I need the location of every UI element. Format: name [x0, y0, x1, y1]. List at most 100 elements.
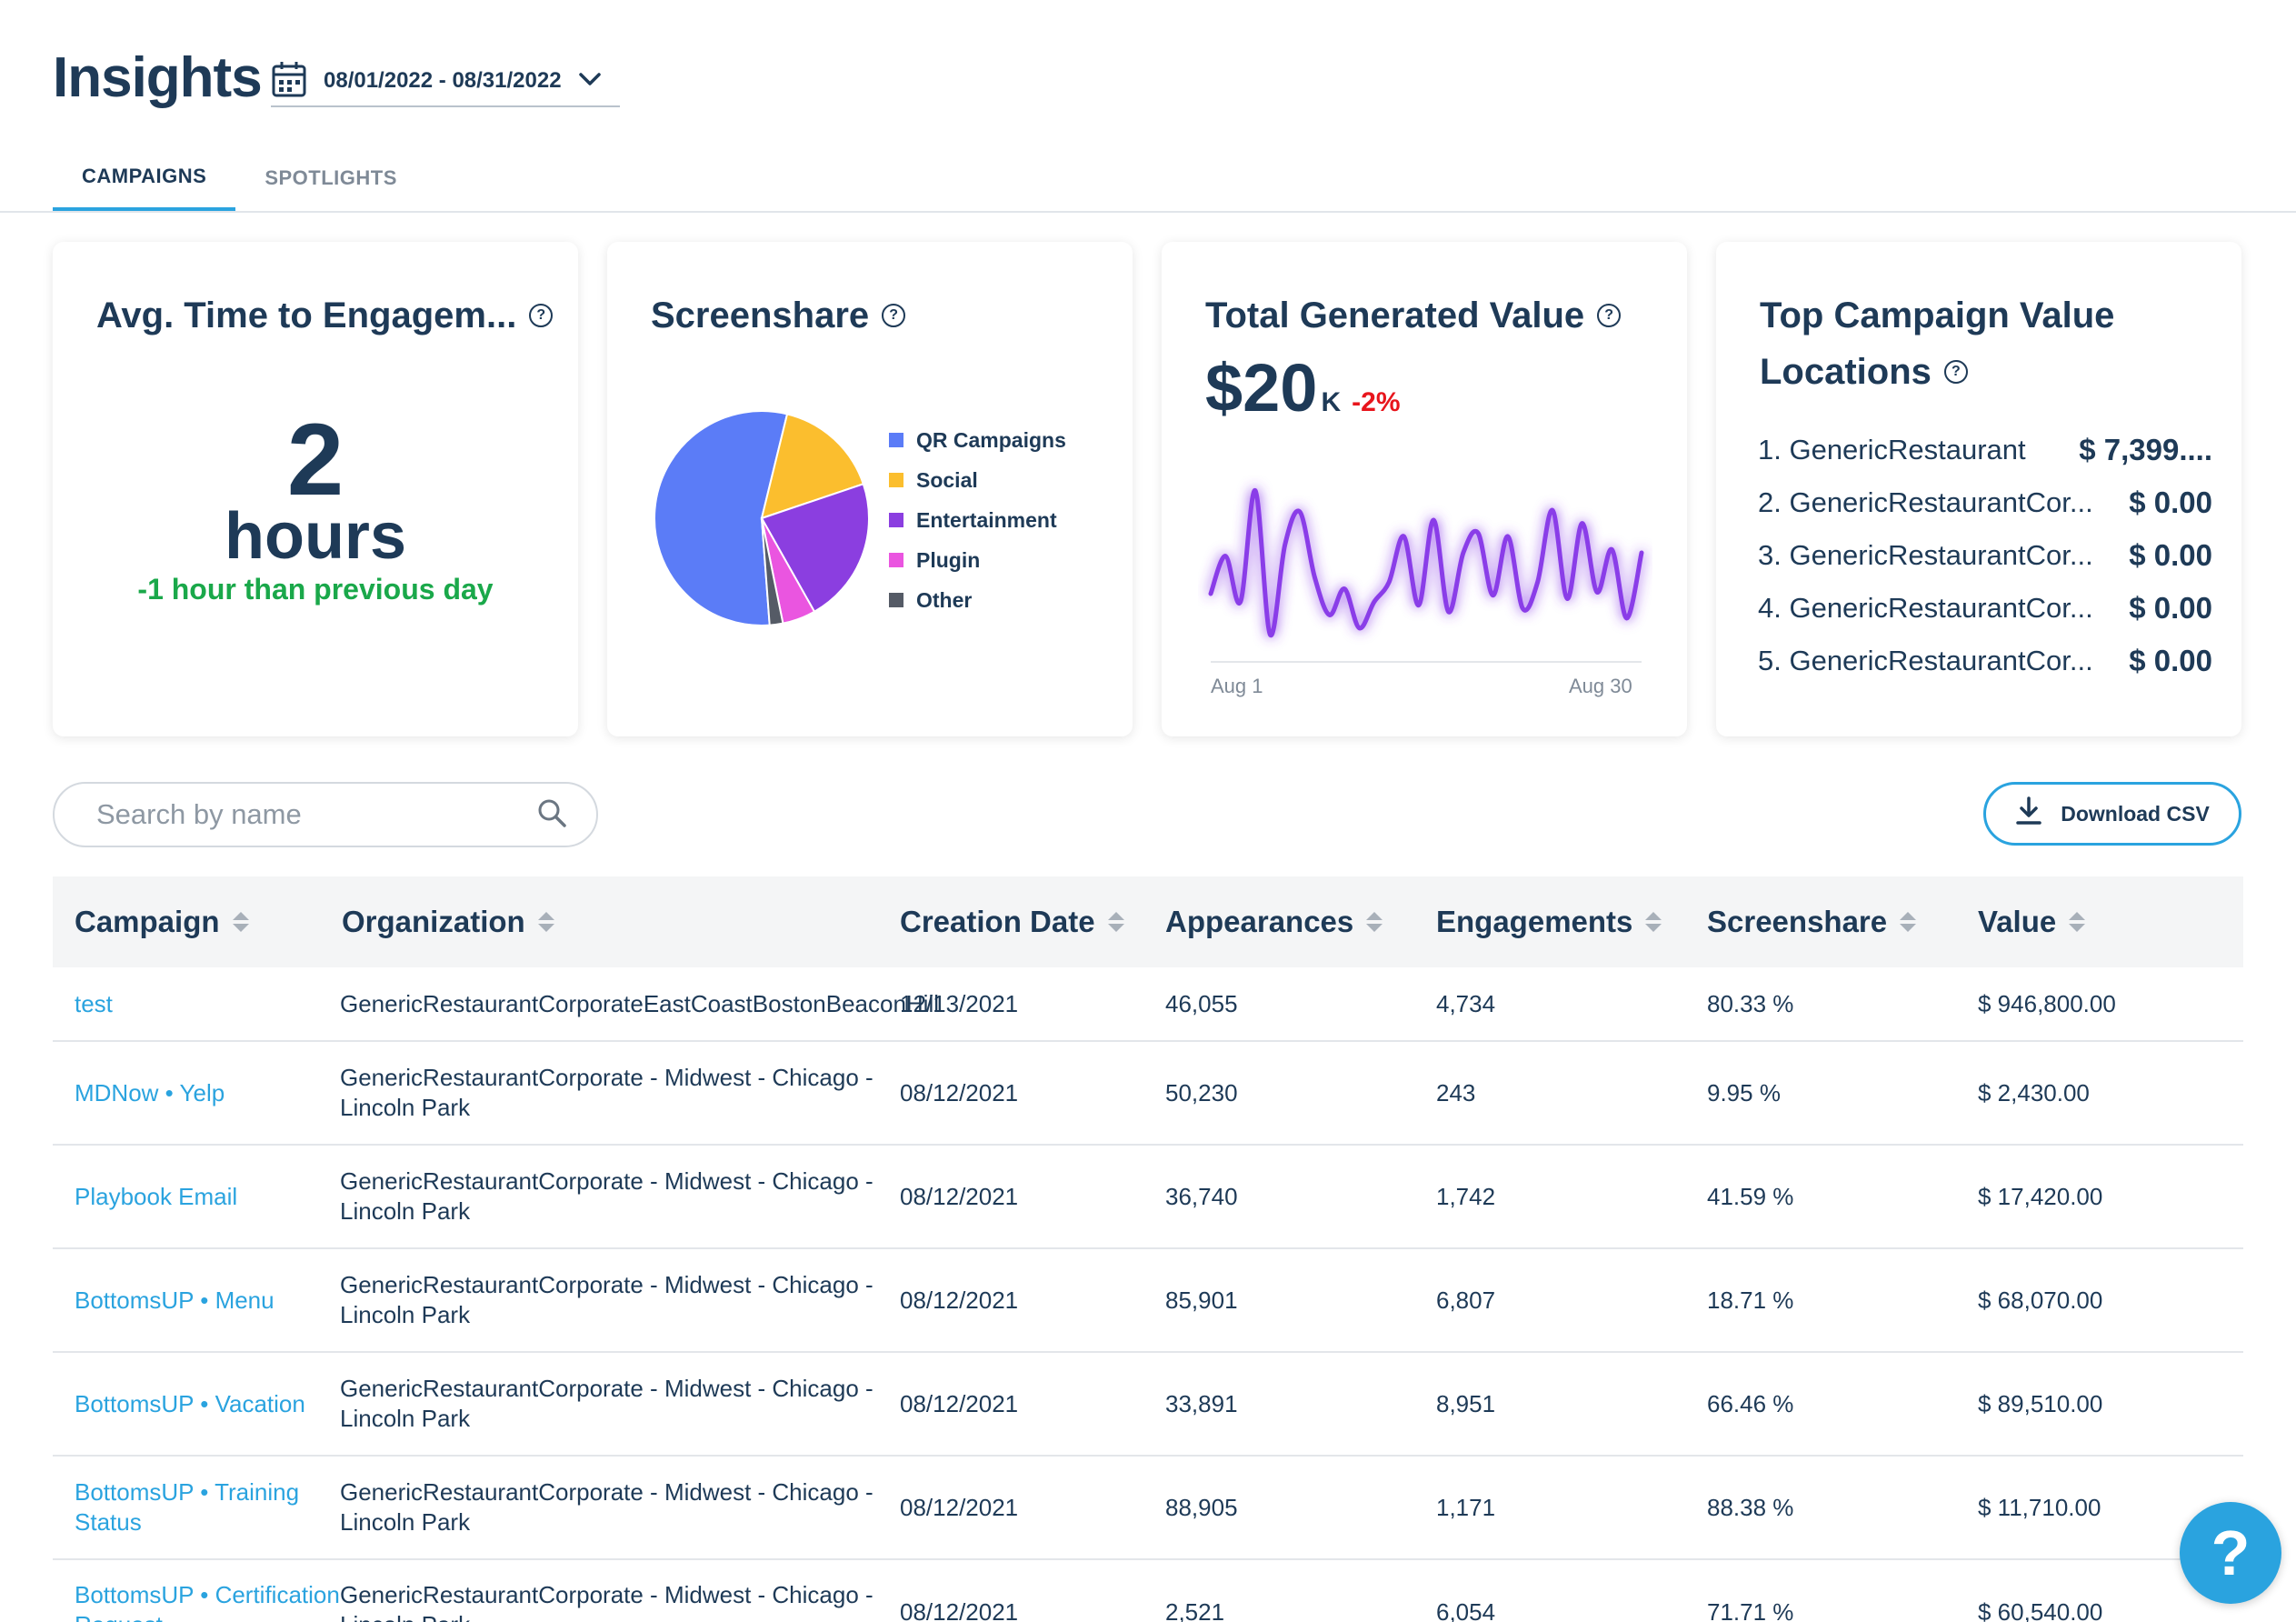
- column-header-screenshare[interactable]: Screenshare: [1707, 876, 1917, 967]
- campaign-link[interactable]: test: [75, 989, 113, 1017]
- table-row: Playbook Email GenericRestaurantCorporat…: [53, 1146, 2243, 1249]
- screenshare-card: Screenshare ? QR Campaigns Social Entert…: [607, 242, 1133, 736]
- column-header-label: Appearances: [1165, 905, 1354, 938]
- engagement-card-title: Avg. Time to Engagem... ?: [96, 287, 554, 344]
- tab-spotlights[interactable]: SPOTLIGHTS: [265, 166, 397, 189]
- column-header-label: Engagements: [1436, 905, 1633, 938]
- value-cell: $ 11,710.00: [1978, 1493, 2101, 1521]
- download-icon: [2015, 796, 2042, 831]
- download-csv-button[interactable]: Download CSV: [1983, 782, 2241, 846]
- sparkline-end-label: Aug 30: [1569, 675, 1632, 697]
- location-value: $ 0.00: [2129, 486, 2212, 519]
- engagements-cell: 1,742: [1436, 1182, 1496, 1210]
- legend-label: QR Campaigns: [916, 427, 1066, 452]
- help-icon[interactable]: ?: [1943, 360, 1968, 384]
- total-value-suffix: K: [1321, 387, 1342, 417]
- column-header-creation-date[interactable]: Creation Date: [900, 876, 1124, 967]
- total-value-row: $20 K -2%: [1205, 347, 1401, 429]
- appearances-cell: 2,521: [1165, 1597, 1225, 1622]
- campaign-link[interactable]: BottomsUP • Menu: [75, 1286, 275, 1314]
- engagement-title-text: Avg. Time to Engagem...: [96, 295, 517, 335]
- screenshare-cell: 71.71 %: [1707, 1597, 1794, 1622]
- location-value: $ 7,399....: [2079, 433, 2212, 466]
- creation-date-cell: 08/12/2021: [900, 1182, 1019, 1210]
- value-cell: $ 60,540.00: [1978, 1597, 2103, 1622]
- search-input[interactable]: [96, 798, 536, 831]
- campaign-link[interactable]: BottomsUP • Vacation: [75, 1389, 305, 1417]
- column-header-value[interactable]: Value: [1978, 876, 2086, 967]
- calendar-icon: [271, 60, 307, 103]
- column-header-organization[interactable]: Organization: [342, 876, 554, 967]
- engagements-cell: 6,054: [1436, 1597, 1496, 1622]
- location-value: $ 0.00: [2129, 591, 2212, 625]
- engagement-delta: -1 hour than previous day: [137, 573, 494, 606]
- pie-slice-entertainment: [760, 482, 870, 614]
- date-range-picker[interactable]: 08/01/2022 - 08/31/2022: [271, 56, 620, 107]
- value-cell: $ 89,510.00: [1978, 1389, 2103, 1417]
- screenshare-cell: 80.33 %: [1707, 989, 1794, 1017]
- total-value-title-text: Total Generated Value: [1205, 295, 1585, 335]
- organization-cell: GenericRestaurantCorporate - Midwest - C…: [340, 1478, 873, 1536]
- list-item: 4. GenericRestaurantCor... $ 0.00: [1758, 582, 2212, 635]
- tab-campaigns[interactable]: CAMPAIGNS: [53, 145, 236, 211]
- sort-icon: [1107, 912, 1124, 932]
- table-row: BottomsUP • Certification Request Generi…: [53, 1560, 2243, 1622]
- screenshare-card-title: Screenshare ?: [651, 287, 906, 344]
- table-row: test GenericRestaurantCorporateEastCoast…: [53, 967, 2243, 1042]
- sort-icon: [1645, 912, 1662, 932]
- table-header: Campaign Organization Creation Date Appe…: [53, 876, 2243, 967]
- tab-bar: CAMPAIGNS SPOTLIGHTS: [53, 145, 426, 211]
- location-value: $ 0.00: [2129, 538, 2212, 572]
- campaign-link[interactable]: BottomsUP • Certification Request: [75, 1581, 340, 1622]
- campaign-link[interactable]: Playbook Email: [75, 1182, 238, 1210]
- help-icon[interactable]: ?: [882, 304, 906, 327]
- engagement-value: 2: [286, 403, 344, 516]
- date-range-text: 08/01/2022 - 08/31/2022: [324, 68, 562, 93]
- pie-slice-other: [761, 517, 784, 626]
- legend-item: QR Campaigns: [889, 420, 1066, 460]
- help-icon[interactable]: ?: [1597, 304, 1622, 327]
- value-cell: $ 17,420.00: [1978, 1182, 2103, 1210]
- appearances-cell: 33,891: [1165, 1389, 1238, 1417]
- page-title: Insights: [53, 46, 263, 109]
- top-locations-title-line1: Top Campaign Value: [1760, 295, 2115, 335]
- total-value-amount: $20: [1205, 350, 1318, 426]
- appearances-cell: 36,740: [1165, 1182, 1238, 1210]
- campaign-link[interactable]: MDNow • Yelp: [75, 1078, 225, 1106]
- column-header-label: Campaign: [75, 905, 220, 938]
- search-icon[interactable]: [536, 797, 567, 833]
- legend-item: Social: [889, 460, 1066, 500]
- top-locations-title-line2: Locations ?: [1760, 344, 1968, 400]
- engagement-card: Avg. Time to Engagem... ? 2 hours -1 hou…: [53, 242, 578, 736]
- appearances-cell: 50,230: [1165, 1078, 1238, 1106]
- list-item: 2. GenericRestaurantCor... $ 0.00: [1758, 476, 2212, 529]
- screenshare-cell: 88.38 %: [1707, 1493, 1794, 1521]
- column-header-appearances[interactable]: Appearances: [1165, 876, 1383, 967]
- engagements-cell: 6,807: [1436, 1286, 1496, 1314]
- location-name: 3. GenericRestaurantCor...: [1758, 539, 2093, 571]
- organization-cell: GenericRestaurantCorporate - Midwest - C…: [340, 1064, 873, 1121]
- pie-slice-qr-campaigns: [654, 410, 789, 626]
- creation-date-cell: 08/12/2021: [900, 1597, 1019, 1622]
- search-box: [53, 782, 598, 847]
- top-locations-title-text: Locations: [1760, 352, 1932, 392]
- column-header-engagements[interactable]: Engagements: [1436, 876, 1662, 967]
- appearances-cell: 46,055: [1165, 989, 1238, 1017]
- help-icon[interactable]: ?: [529, 304, 554, 327]
- legend-item: Plugin: [889, 540, 1066, 580]
- legend-item: Entertainment: [889, 500, 1066, 540]
- creation-date-cell: 12/13/2021: [900, 989, 1019, 1017]
- top-locations-card: Top Campaign Value Locations ? 1. Generi…: [1716, 242, 2241, 736]
- campaign-link[interactable]: BottomsUP • Training Status: [75, 1478, 300, 1536]
- legend-swatch: [889, 553, 903, 567]
- screenshare-pie-chart: [654, 410, 870, 626]
- column-header-campaign[interactable]: Campaign: [75, 876, 249, 967]
- sparkline-start-label: Aug 1: [1211, 675, 1263, 697]
- download-csv-label: Download CSV: [2061, 801, 2210, 826]
- legend-label: Social: [916, 467, 978, 492]
- screenshare-title-text: Screenshare: [651, 295, 870, 335]
- column-header-label: Screenshare: [1707, 905, 1888, 938]
- value-cell: $ 2,430.00: [1978, 1078, 2090, 1106]
- help-button[interactable]: ?: [2180, 1502, 2281, 1604]
- total-value-card-title: Total Generated Value ?: [1205, 287, 1622, 344]
